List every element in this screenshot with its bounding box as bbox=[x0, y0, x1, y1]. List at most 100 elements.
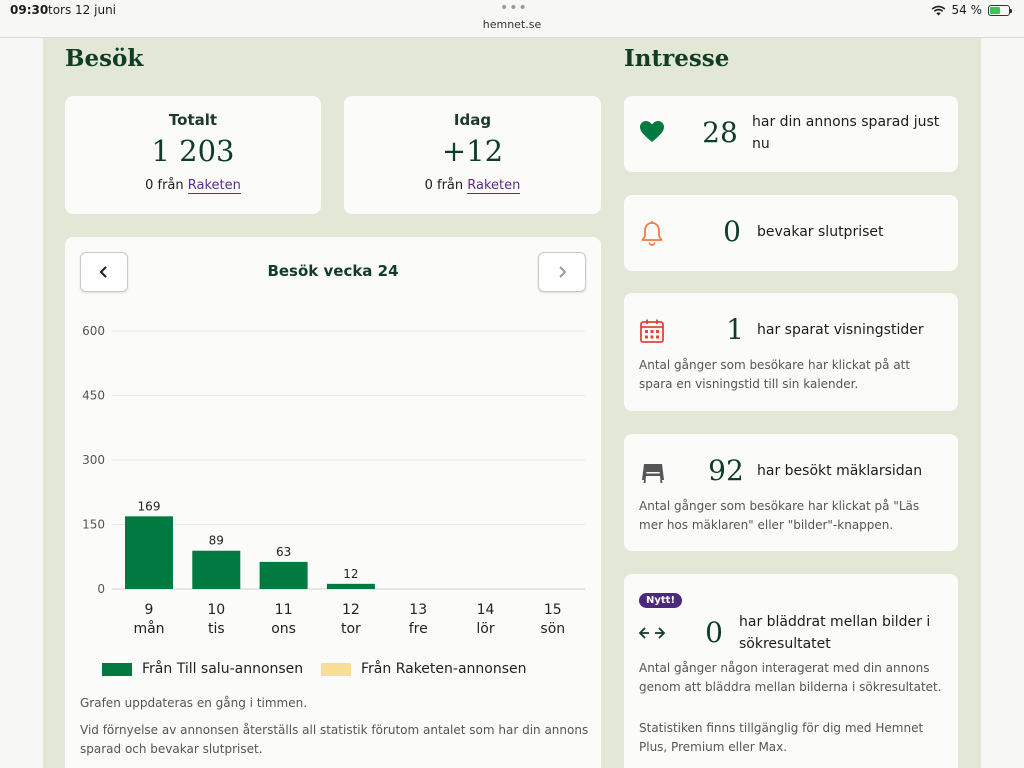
bar bbox=[125, 516, 173, 589]
bar bbox=[192, 550, 241, 589]
saved-count: 28 bbox=[702, 116, 738, 149]
total-visits-card: Totalt 1 203 0 från Raketen bbox=[65, 96, 321, 214]
chart-update-note: Grafen uppdateras en gång i timmen. bbox=[80, 696, 308, 710]
today-value: +12 bbox=[441, 134, 504, 168]
saved-text-line2: nu bbox=[752, 136, 770, 152]
weekly-chart-card: Besök vecka 24 0 150 300 450 600 169 9 mån 89 10 t… bbox=[65, 237, 601, 768]
browsed-images-text-line1: har bläddrat mellan bilder i bbox=[739, 614, 931, 630]
total-raketen-link[interactable]: Raketen bbox=[187, 178, 241, 194]
browsed-images-availability: Statistiken finns tillgänglig för dig me… bbox=[639, 719, 923, 757]
chevron-left-icon bbox=[99, 266, 107, 278]
y-tick-label: 300 bbox=[82, 453, 105, 467]
x-tick-weekday: tor bbox=[341, 621, 361, 637]
x-tick-day: 14 bbox=[477, 602, 495, 618]
today-label: Idag bbox=[453, 111, 492, 129]
today-raketen-link[interactable]: Raketen bbox=[467, 178, 521, 194]
bar bbox=[259, 561, 308, 589]
x-tick-day: 15 bbox=[544, 602, 562, 618]
legend-swatch-yellow bbox=[321, 662, 351, 676]
heart-icon bbox=[640, 121, 664, 142]
browsed-images-desc-line1: Antal gånger någon interagerat med din a… bbox=[639, 661, 930, 675]
browsed-images-text: har bläddrat mellan bilder i sökresultat… bbox=[739, 611, 930, 655]
y-tick-label: 0 bbox=[97, 582, 105, 596]
viewing-times-desc-line1: Antal gånger som besökare har klickat på… bbox=[639, 358, 911, 372]
battery-percent: 54 % bbox=[951, 3, 983, 17]
legend-item-till-salu: Från Till salu-annonsen bbox=[102, 661, 303, 677]
status-date: tors 12 juni bbox=[48, 3, 117, 17]
address-bar-url[interactable]: hemnet.se bbox=[482, 18, 542, 31]
wifi-icon bbox=[931, 5, 945, 15]
browsed-images-avail-line2: Plus, Premium eller Max. bbox=[639, 740, 788, 754]
x-tick-weekday: fre bbox=[409, 621, 428, 637]
today-raketen-prefix: 0 från bbox=[424, 178, 464, 193]
viewing-times-count: 1 bbox=[726, 313, 744, 346]
chart-reset-note: Vid förnyelse av annonsen återställs all… bbox=[80, 721, 588, 759]
total-value: 1 203 bbox=[151, 134, 235, 168]
browsed-images-text-line2: sökresultatet bbox=[739, 636, 831, 652]
storefront-icon bbox=[642, 464, 664, 484]
interest-card-broker-page: 92 har besökt mäklarsidan Antal gånger s… bbox=[624, 434, 958, 551]
browsed-images-description: Antal gånger någon interagerat med din a… bbox=[639, 659, 942, 697]
browsed-images-avail-line1: Statistiken finns tillgänglig för dig me… bbox=[639, 721, 924, 735]
status-time: 09:30 bbox=[10, 3, 49, 17]
visits-bar-chart: 0 150 300 450 600 169 9 mån 89 10 tis 63 11 ons 12 12 to… bbox=[82, 324, 585, 637]
legend-swatch-green bbox=[102, 662, 132, 676]
next-week-button[interactable] bbox=[538, 252, 586, 292]
legend-label-till-salu: Från Till salu-annonsen bbox=[142, 661, 304, 677]
interest-card-price-watch: 0 bevakar slutpriset bbox=[624, 195, 958, 271]
broker-page-text: har besökt mäklarsidan bbox=[757, 463, 923, 479]
calendar-icon bbox=[640, 319, 664, 343]
bar-data-label: 89 bbox=[209, 534, 224, 548]
chart-reset-note-line2: sparad och bevakar slutpriset. bbox=[80, 742, 263, 756]
x-tick-day: 11 bbox=[275, 602, 293, 618]
broker-page-desc-line2: mer hos mäklaren" eller "bilder"-knappen… bbox=[639, 518, 894, 532]
bar bbox=[326, 583, 375, 589]
x-tick-weekday: ons bbox=[271, 621, 296, 637]
x-tick-day: 10 bbox=[207, 602, 225, 618]
broker-page-description: Antal gånger som besökare har klickat på… bbox=[639, 497, 919, 535]
chart-reset-note-line1: Vid förnyelse av annonsen återställs all… bbox=[80, 723, 589, 737]
bar-data-label: 12 bbox=[343, 567, 358, 581]
x-tick-weekday: lör bbox=[476, 621, 494, 637]
total-raketen-prefix: 0 från bbox=[145, 178, 184, 193]
viewing-times-desc-line2: spara en visningstid till sin kalender. bbox=[639, 377, 859, 391]
bell-icon bbox=[641, 221, 663, 246]
interest-card-saved: 28 har din annons sparad just nu bbox=[624, 96, 958, 172]
broker-page-desc-line1: Antal gånger som besökare har klickat på… bbox=[639, 499, 920, 513]
multitasking-dots-icon[interactable]: ••• bbox=[500, 0, 528, 16]
browsed-images-count: 0 bbox=[705, 616, 723, 649]
today-visits-card: Idag +12 0 från Raketen bbox=[344, 96, 601, 214]
interest-card-browsed-images: Nytt! 0 har bläddrat mellan bilder i sök… bbox=[624, 574, 958, 768]
x-tick-weekday: sön bbox=[540, 621, 565, 637]
bar-data-label: 63 bbox=[276, 545, 291, 559]
chart-title: Besök vecka 24 bbox=[267, 262, 399, 280]
battery-icon bbox=[988, 4, 1012, 16]
price-watch-text: bevakar slutpriset bbox=[757, 224, 884, 240]
saved-text: har din annons sparad just nu bbox=[752, 111, 939, 155]
y-tick-label: 450 bbox=[82, 389, 105, 403]
bar-data-label: 169 bbox=[138, 499, 161, 513]
total-label: Totalt bbox=[168, 111, 218, 129]
legend-label-raketen: Från Raketen-annonsen bbox=[361, 661, 527, 677]
x-tick-day: 9 bbox=[145, 602, 154, 618]
arrows-left-right-icon bbox=[639, 627, 665, 639]
x-tick-day: 13 bbox=[409, 602, 427, 618]
interest-title: Intresse bbox=[624, 45, 730, 72]
x-tick-weekday: mån bbox=[133, 620, 164, 637]
chevron-right-icon bbox=[559, 266, 567, 278]
x-tick-weekday: tis bbox=[208, 621, 225, 637]
total-raketen-line: 0 från Raketen bbox=[65, 178, 321, 194]
broker-page-count: 92 bbox=[708, 454, 744, 487]
today-raketen-line: 0 från Raketen bbox=[344, 178, 601, 194]
viewing-times-text: har sparat visningstider bbox=[757, 322, 924, 338]
statistics-panel: Besök Totalt 1 203 0 från Raketen Idag +… bbox=[43, 38, 981, 768]
price-watch-count: 0 bbox=[723, 215, 741, 248]
status-bar: 09:30 tors 12 juni ••• hemnet.se 54 % bbox=[0, 0, 1024, 38]
new-badge: Nytt! bbox=[639, 593, 683, 608]
interest-card-viewing-times: 1 har sparat visningstider Antal gånger … bbox=[624, 293, 958, 411]
viewing-times-description: Antal gånger som besökare har klickat på… bbox=[639, 356, 910, 394]
browsed-images-desc-line2: genom att bläddra mellan bilderna i sökr… bbox=[639, 680, 942, 694]
y-tick-label: 600 bbox=[82, 324, 105, 338]
previous-week-button[interactable] bbox=[80, 252, 128, 292]
y-tick-label: 150 bbox=[82, 518, 105, 532]
